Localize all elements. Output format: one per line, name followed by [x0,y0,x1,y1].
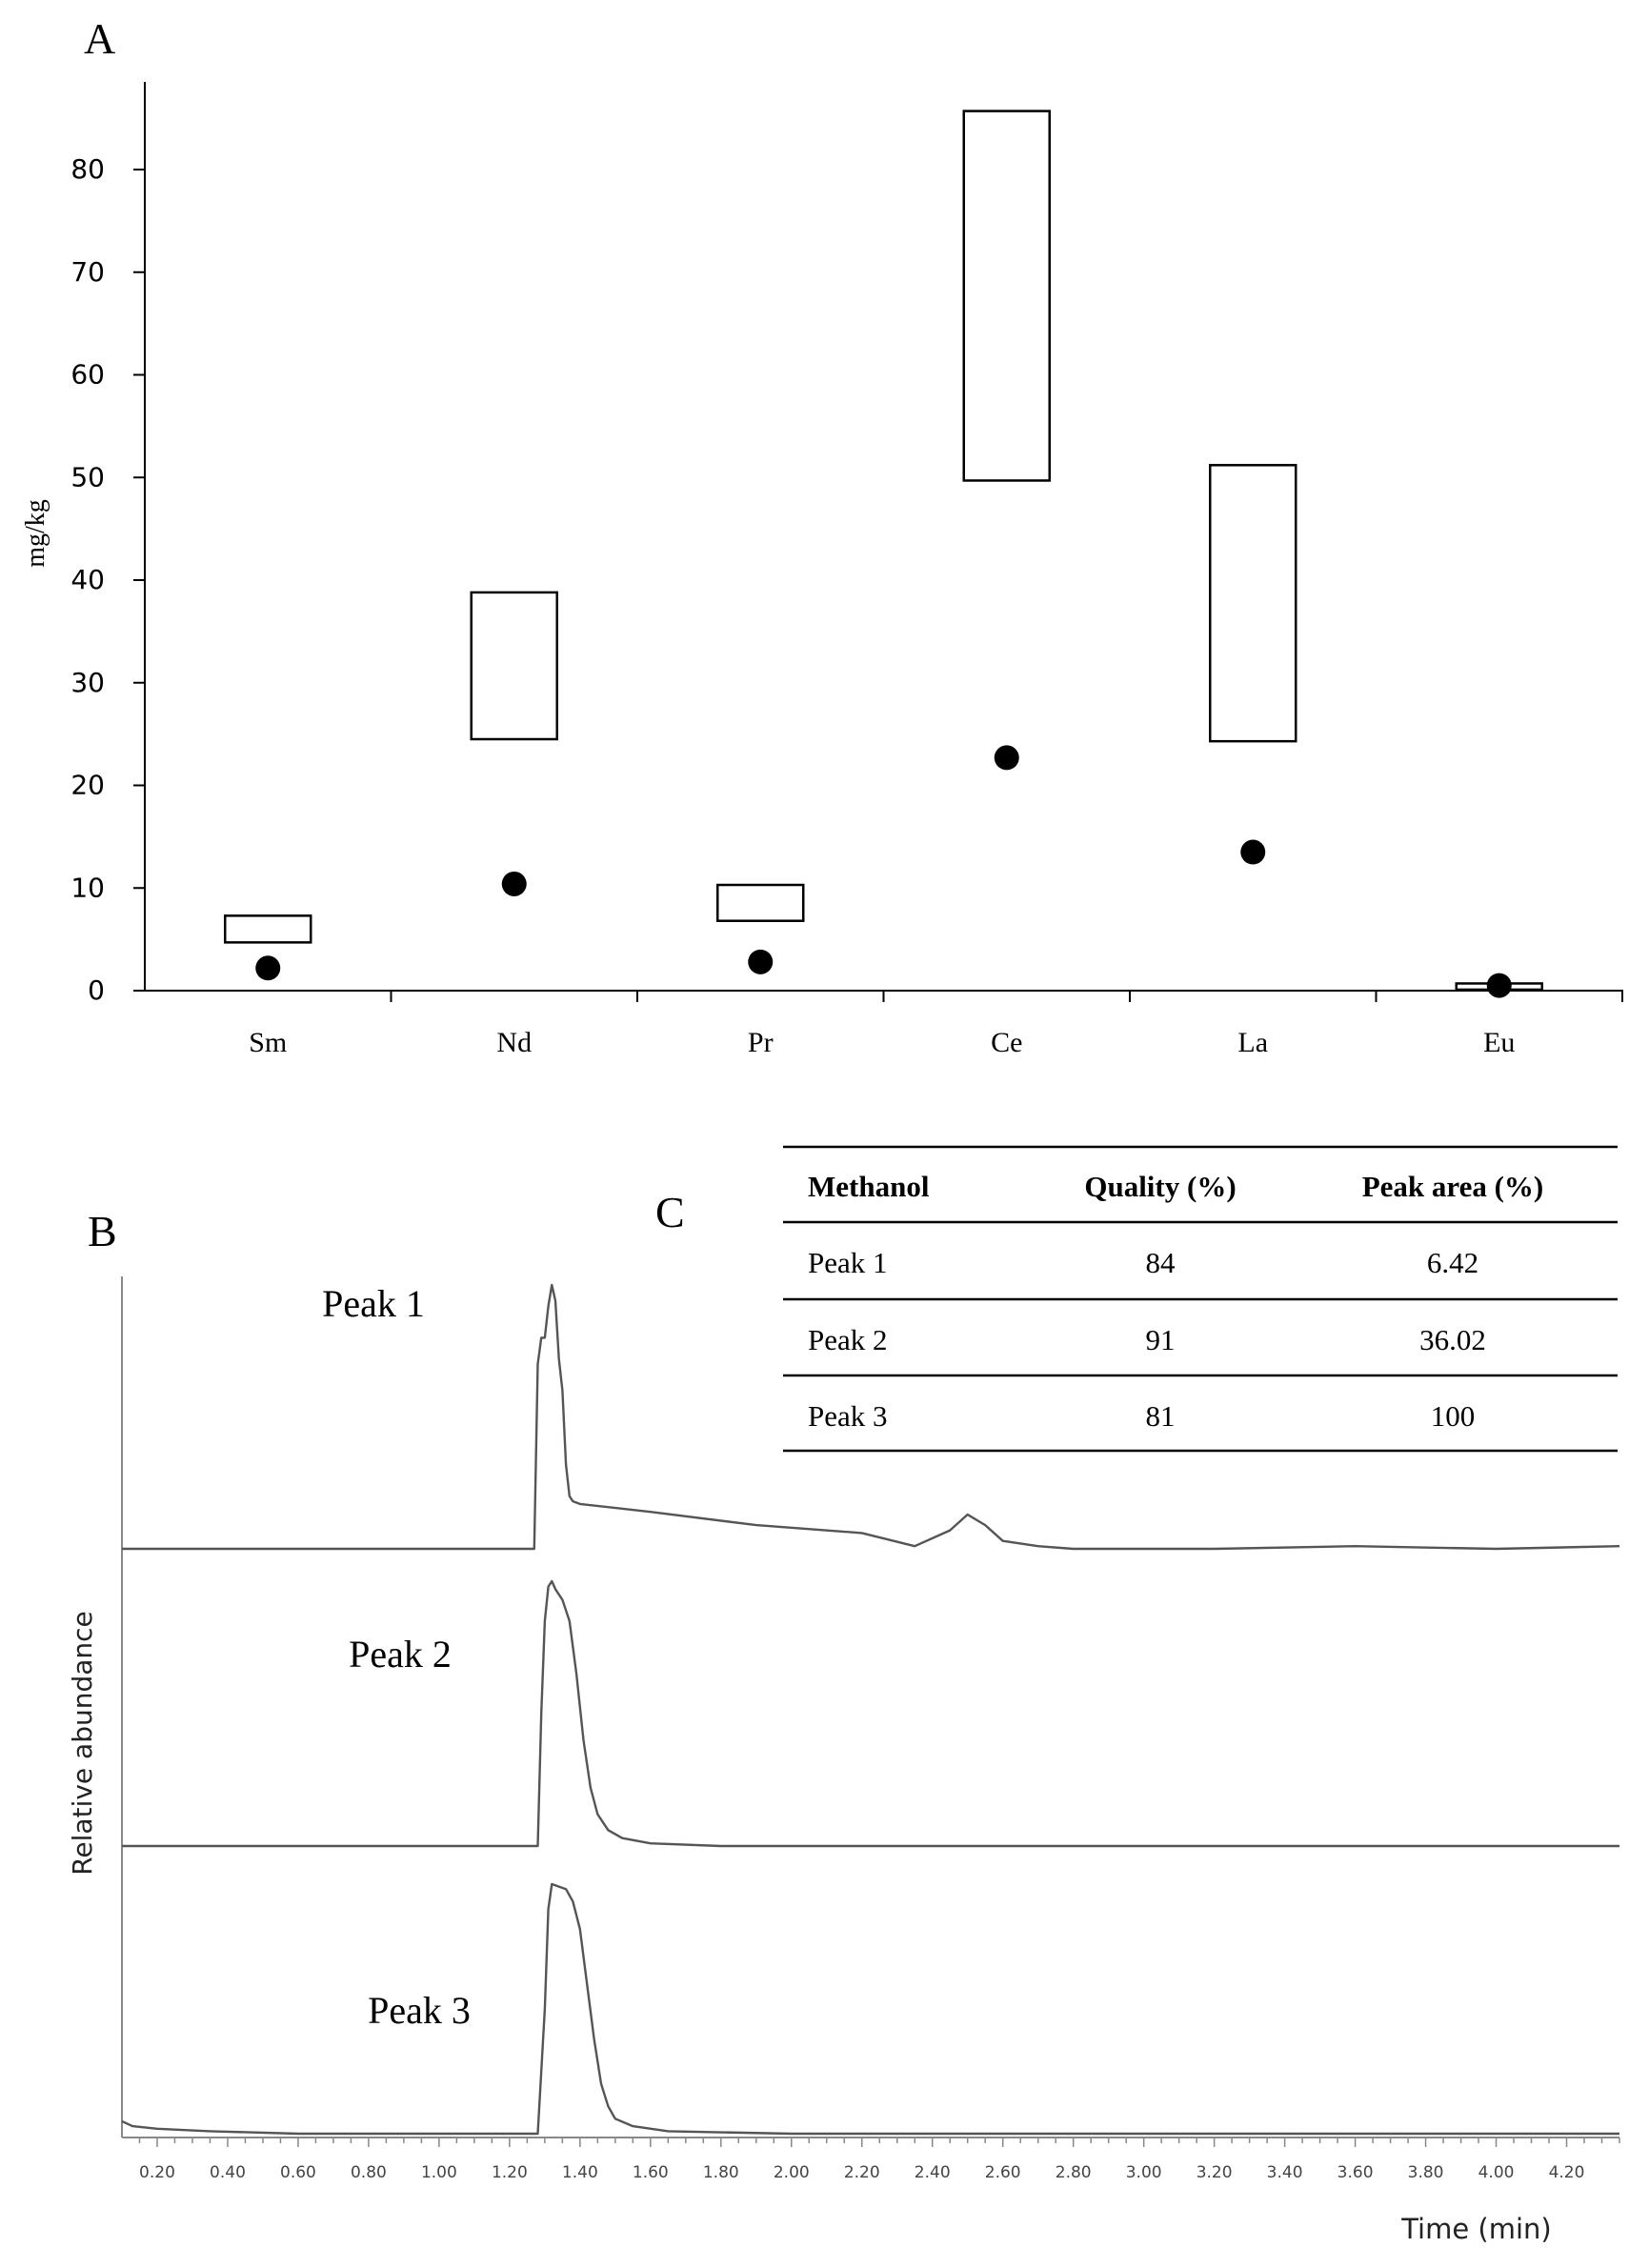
range-box-ce [964,111,1050,481]
x-tick-label-2.80: 2.80 [1056,2163,1092,2182]
point-pr [748,950,773,974]
x-tick-label-3.40: 3.40 [1267,2163,1303,2182]
x-tick-label-4.20: 4.20 [1549,2163,1585,2182]
table-cell: Peak 1 [808,1246,888,1279]
panel-label-c: C [655,1188,685,1236]
series-label-peak-2: Peak 2 [349,1633,452,1676]
y-tick-label-50: 50 [70,461,105,492]
point-nd [502,872,527,896]
y-tick-label-70: 70 [70,256,105,288]
x-tick-label-3.80: 3.80 [1408,2163,1444,2182]
y-tick-label-80: 80 [70,153,105,185]
table-cell: 36.02 [1419,1323,1486,1356]
x-tick-label-1.20: 1.20 [492,2163,528,2182]
range-box-pr [717,885,803,921]
x-tick-label-eu: Eu [1483,1027,1515,1058]
table-cell: 91 [1146,1323,1176,1356]
point-la [1240,840,1265,865]
y-tick-label-60: 60 [70,359,105,391]
x-tick-label-2.20: 2.20 [844,2163,880,2182]
series-label-peak-1: Peak 1 [322,1282,425,1325]
range-box-nd [472,592,557,739]
series-label-peak-3: Peak 3 [368,1989,471,2032]
y-tick-label-20: 20 [70,770,105,801]
x-tick-label-2.40: 2.40 [915,2163,951,2182]
x-tick-label-0.40: 0.40 [210,2163,246,2182]
x-tick-label-1.60: 1.60 [633,2163,669,2182]
figure: A B C mg/kg 0 10 20 30 40 50 60 70 80 Sm Nd Pr Ce La… [0,0,1649,2268]
range-box-sm [225,915,311,942]
table-cell: 81 [1146,1399,1176,1433]
x-tick-label-1.00: 1.00 [421,2163,457,2182]
point-sm [255,955,280,980]
x-tick-label-nd: Nd [496,1027,532,1058]
panel-b-x-label: Time (min) [1400,2213,1552,2245]
x-tick-label-0.20: 0.20 [139,2163,175,2182]
y-tick-label-0: 0 [88,974,105,1006]
point-eu [1487,973,1512,998]
table-header-cell: Peak area (%) [1362,1170,1544,1203]
table-header-cell: Methanol [808,1170,930,1203]
x-tick-label-0.60: 0.60 [280,2163,316,2182]
x-tick-label-3.60: 3.60 [1337,2163,1374,2182]
panel-a-chart: mg/kg 0 10 20 30 40 50 60 70 80 Sm Nd Pr Ce La Eu [21,82,1623,1058]
table-header-cell: Quality (%) [1084,1170,1236,1203]
x-tick-label-4.00: 4.00 [1478,2163,1515,2182]
y-tick-label-30: 30 [70,667,105,698]
table-cell: 100 [1431,1399,1476,1433]
x-tick-label-2.00: 2.00 [774,2163,810,2182]
x-tick-label-3.20: 3.20 [1197,2163,1233,2182]
panel-a-y-label: mg/kg [21,499,50,568]
x-tick-label-la: La [1237,1027,1268,1058]
range-box-la [1210,465,1296,741]
trace-peak-2 [122,1581,1619,1846]
table-cell: 6.42 [1427,1246,1478,1279]
y-tick-label-40: 40 [70,564,105,595]
x-tick-label-ce: Ce [991,1027,1022,1058]
x-tick-label-sm: Sm [249,1027,287,1058]
trace-peak-3 [122,1884,1619,2134]
x-tick-label-2.60: 2.60 [985,2163,1021,2182]
y-tick-label-10: 10 [70,872,105,903]
x-tick-label-1.40: 1.40 [562,2163,598,2182]
table-cell: Peak 3 [808,1399,888,1433]
panel-b-y-label: Relative abundance [67,1611,98,1876]
x-tick-label-1.80: 1.80 [703,2163,739,2182]
x-tick-label-pr: Pr [748,1027,774,1058]
point-ce [995,745,1019,770]
x-tick-label-3.00: 3.00 [1126,2163,1162,2182]
x-tick-label-0.80: 0.80 [351,2163,387,2182]
panel-c-table: Methanol Quality (%) Peak area (%) Peak 1 84… [783,1147,1618,1451]
table-cell: 84 [1146,1246,1176,1279]
panel-label-b: B [88,1207,117,1255]
panel-label-a: A [84,14,115,63]
table-cell: Peak 2 [808,1323,888,1356]
